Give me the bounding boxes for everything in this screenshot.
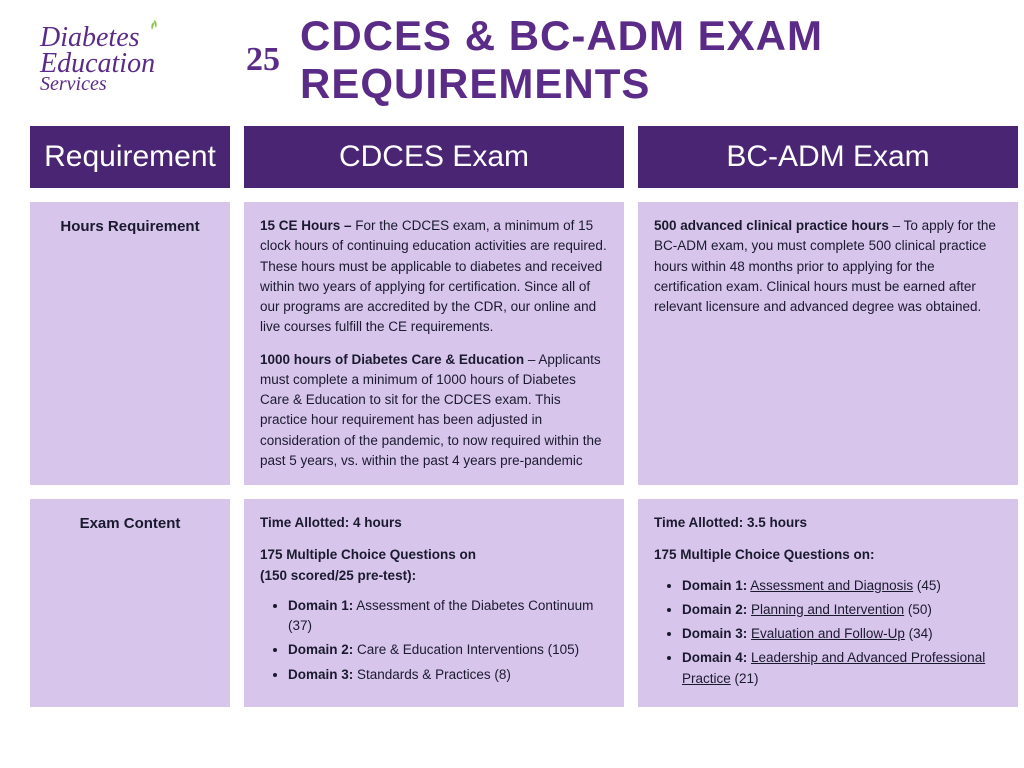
- cell-cdces-content: Time Allotted: 4 hours 175 Multiple Choi…: [244, 499, 624, 707]
- row-label-content: Exam Content: [30, 499, 230, 707]
- list-item: Domain 3: Evaluation and Follow-Up (34): [682, 624, 1002, 644]
- list-item: Domain 2: Care & Education Interventions…: [288, 640, 608, 660]
- cell-bcadm-content: Time Allotted: 3.5 hours 175 Multiple Ch…: [638, 499, 1018, 707]
- bcadm-questions-title: 175 Multiple Choice Questions on:: [654, 545, 1002, 565]
- cdces-domains-list: Domain 1: Assessment of the Diabetes Con…: [260, 596, 608, 685]
- header-bcadm: BC-ADM Exam: [638, 126, 1018, 188]
- row-label-hours: Hours Requirement: [30, 202, 230, 485]
- bcadm-hours-p1: 500 advanced clinical practice hours – T…: [654, 216, 1002, 317]
- bcadm-domains-list: Domain 1: Assessment and Diagnosis (45) …: [654, 576, 1002, 689]
- cdces-questions-title: 175 Multiple Choice Questions on (150 sc…: [260, 545, 608, 586]
- list-item: Domain 1: Assessment of the Diabetes Con…: [288, 596, 608, 637]
- cdces-hours-p1: 15 CE Hours – For the CDCES exam, a mini…: [260, 216, 608, 338]
- leaf-icon: [144, 18, 164, 43]
- cell-bcadm-hours: 500 advanced clinical practice hours – T…: [638, 202, 1018, 485]
- header-requirement: Requirement: [30, 126, 230, 188]
- list-item: Domain 3: Standards & Practices (8): [288, 665, 608, 685]
- bcadm-time: Time Allotted: 3.5 hours: [654, 513, 1002, 533]
- logo: Diabetes Education Services: [40, 25, 228, 96]
- cdces-time: Time Allotted: 4 hours: [260, 513, 608, 533]
- comparison-grid: Requirement CDCES Exam BC-ADM Exam Hours…: [0, 116, 1024, 717]
- list-item: Domain 2: Planning and Intervention (50): [682, 600, 1002, 620]
- list-item: Domain 1: Assessment and Diagnosis (45): [682, 576, 1002, 596]
- page-title: CDCES & BC-ADM EXAM REQUIREMENTS: [300, 12, 984, 108]
- header-cdces: CDCES Exam: [244, 126, 624, 188]
- logo-text: Diabetes Education Services: [40, 25, 228, 96]
- cell-cdces-hours: 15 CE Hours – For the CDCES exam, a mini…: [244, 202, 624, 485]
- anniversary-badge: 25: [246, 41, 280, 79]
- page-header: Diabetes Education Services 25 CDCES & B…: [0, 0, 1024, 116]
- cdces-hours-p2: 1000 hours of Diabetes Care & Education …: [260, 350, 608, 472]
- list-item: Domain 4: Leadership and Advanced Profes…: [682, 648, 1002, 689]
